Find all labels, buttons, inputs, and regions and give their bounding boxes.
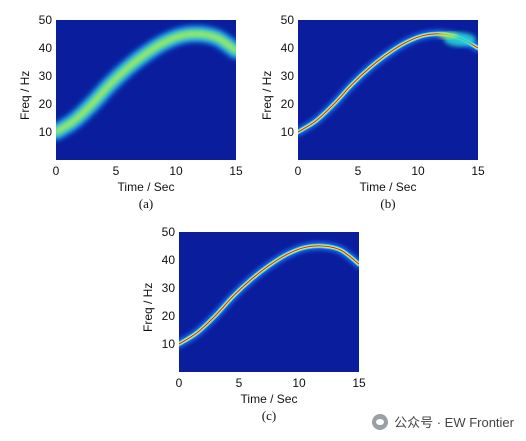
heatmap-background	[56, 20, 236, 160]
ridge-smear-core	[438, 32, 458, 39]
heatmap-background	[179, 232, 359, 372]
wechat-icon	[372, 413, 389, 430]
heatmap-svg	[56, 20, 236, 160]
x-tick-label: 15	[229, 164, 243, 178]
watermark-text: 公众号 · EW Frontier	[394, 415, 514, 430]
x-tick-label: 15	[352, 376, 366, 390]
y-tick-label: 50	[280, 13, 294, 27]
y-tick-label: 20	[161, 309, 175, 323]
heatmap-svg	[179, 232, 359, 372]
x-axis-label: Time / Sec	[240, 392, 298, 406]
y-tick-label: 10	[38, 125, 52, 139]
y-tick-label: 40	[161, 253, 175, 267]
panel-caption: (a)	[138, 196, 154, 211]
plot-area	[56, 20, 236, 160]
x-tick-label: 5	[235, 376, 243, 390]
y-axis-label: Freq / Hz	[18, 70, 32, 120]
x-tick-label: 0	[175, 376, 183, 390]
x-tick-label: 0	[294, 164, 302, 178]
y-axis-label: Freq / Hz	[141, 282, 155, 332]
chart-panel-c: 10 20 30 40 50 0 5 10 15 Freq / Hz Time / Sec (c)	[123, 220, 366, 423]
y-axis-label: Freq / Hz	[260, 70, 274, 120]
panel-caption: (b)	[380, 196, 396, 211]
x-tick-label: 10	[292, 376, 306, 390]
y-tick-label: 50	[38, 13, 52, 27]
watermark: 公众号 · EW Frontier	[372, 412, 514, 431]
heatmap-svg	[298, 20, 478, 160]
ridge-center	[179, 245, 359, 345]
y-tick-label: 30	[161, 281, 175, 295]
x-tick-label: 10	[169, 164, 183, 178]
y-tick-label: 20	[38, 97, 52, 111]
y-tick-label: 30	[280, 69, 294, 83]
y-tick-label: 40	[38, 41, 52, 55]
y-tick-label: 30	[38, 69, 52, 83]
chart-panel-a: 10 20 30 40 50 0 5 10 15 Freq / Hz Time / Sec (a)	[0, 8, 243, 211]
x-tick-label: 0	[52, 164, 60, 178]
ridge-core	[56, 31, 236, 135]
x-tick-label: 15	[471, 164, 485, 178]
y-tick-label: 10	[280, 125, 294, 139]
x-tick-label: 10	[411, 164, 425, 178]
panel-caption: (c)	[261, 408, 277, 423]
x-axis-label: Time / Sec	[359, 180, 417, 194]
x-tick-label: 5	[112, 164, 120, 178]
plot-area	[179, 232, 359, 372]
x-axis-label: Time / Sec	[117, 180, 175, 194]
chart-panel-b: 10 20 30 40 50 0 5 10 15 Freq / Hz Time / Sec (b)	[242, 8, 485, 211]
plot-area	[298, 20, 478, 160]
y-tick-label: 20	[280, 97, 294, 111]
y-tick-label: 10	[161, 337, 175, 351]
y-tick-label: 50	[161, 225, 175, 239]
y-tick-label: 40	[280, 41, 294, 55]
x-tick-label: 5	[354, 164, 362, 178]
